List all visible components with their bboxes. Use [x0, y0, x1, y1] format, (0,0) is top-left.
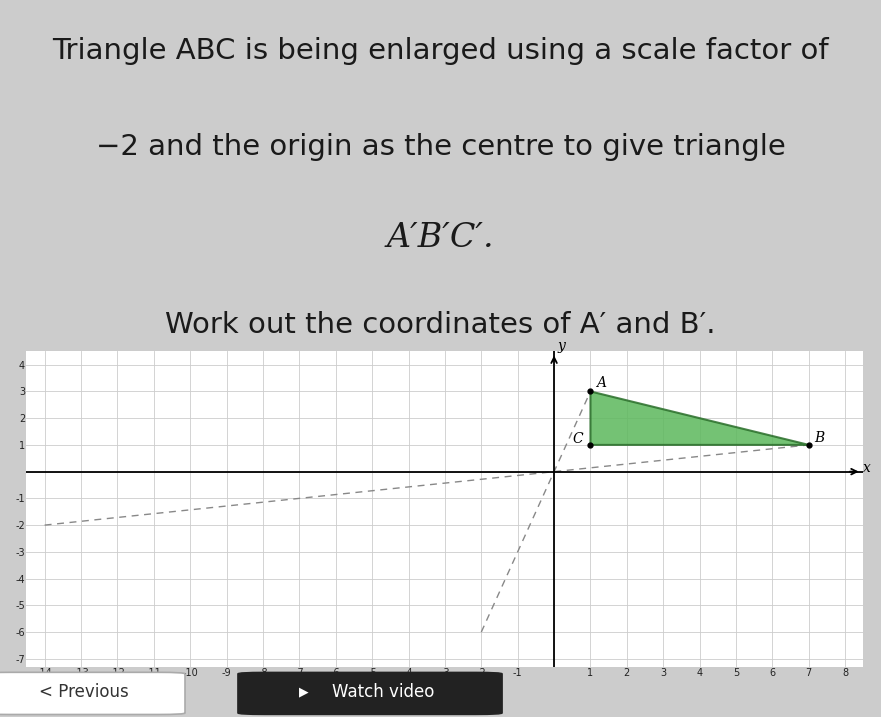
Text: −2 and the origin as the centre to give triangle: −2 and the origin as the centre to give …	[96, 133, 785, 161]
FancyBboxPatch shape	[238, 673, 502, 714]
Text: Triangle ABC is being enlarged using a scale factor of: Triangle ABC is being enlarged using a s…	[52, 37, 829, 65]
Text: < Previous: < Previous	[39, 683, 129, 701]
Text: y: y	[558, 338, 566, 353]
Text: B: B	[814, 431, 825, 445]
Text: A′B′C′.: A′B′C′.	[387, 222, 494, 254]
Text: Watch video: Watch video	[332, 683, 434, 701]
Text: Work out the coordinates of A′ and B′.: Work out the coordinates of A′ and B′.	[166, 311, 715, 339]
Polygon shape	[590, 391, 809, 445]
Text: C: C	[573, 432, 583, 446]
FancyBboxPatch shape	[0, 673, 185, 714]
Text: x: x	[863, 460, 871, 475]
Text: A: A	[596, 376, 606, 390]
Text: ▶: ▶	[300, 685, 308, 698]
